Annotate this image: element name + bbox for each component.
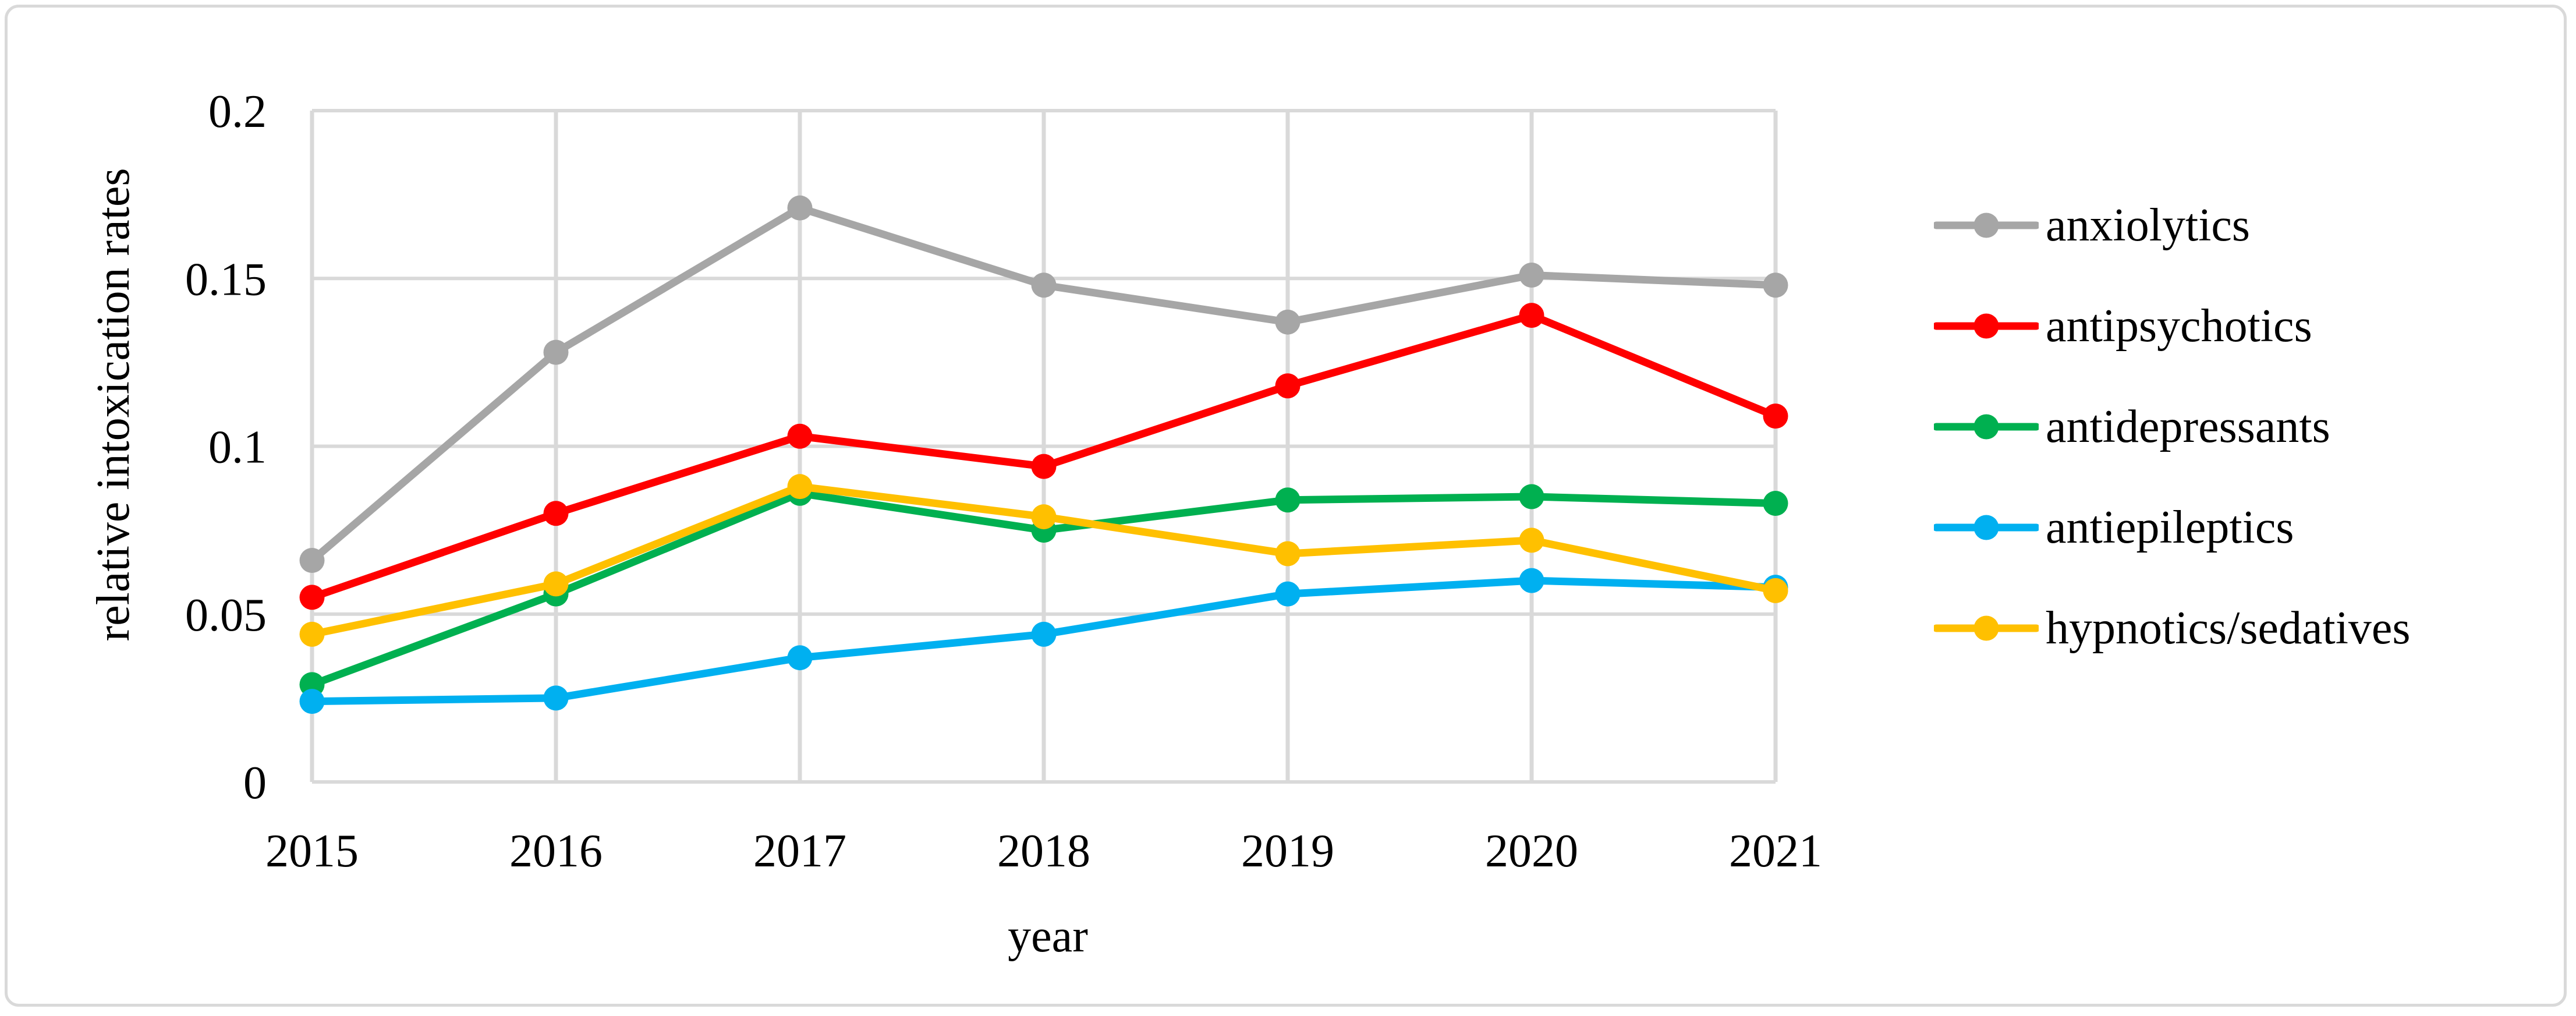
data-point-antipsychotics-2020 <box>1519 303 1544 328</box>
data-point-antipsychotics-2017 <box>787 423 813 449</box>
data-point-antipsychotics-2018 <box>1031 454 1057 479</box>
y-tick-label: 0.15 <box>185 254 267 305</box>
data-point-antipsychotics-2019 <box>1275 373 1301 399</box>
data-point-antiepileptics-2016 <box>543 685 569 711</box>
data-point-antipsychotics-2016 <box>543 501 569 526</box>
data-point-anxiolytics-2017 <box>787 195 813 221</box>
y-tick-label: 0.05 <box>185 590 267 641</box>
data-point-hypnotics-sedatives-2015 <box>299 621 325 647</box>
data-point-antiepileptics-2017 <box>787 645 813 671</box>
x-axis-title: year <box>1008 911 1088 962</box>
y-tick-label: 0.1 <box>208 422 267 473</box>
data-point-anxiolytics-2015 <box>299 548 325 574</box>
x-tick-label: 2019 <box>1241 826 1334 877</box>
data-point-hypnotics-sedatives-2019 <box>1275 541 1301 567</box>
data-point-antiepileptics-2020 <box>1519 568 1544 593</box>
data-point-antiepileptics-2019 <box>1275 581 1301 607</box>
data-point-hypnotics-sedatives-2017 <box>787 474 813 500</box>
data-point-antidepressants-2019 <box>1275 487 1301 513</box>
x-tick-label: 2018 <box>997 826 1090 877</box>
data-point-hypnotics-sedatives-2018 <box>1031 504 1057 530</box>
data-point-antiepileptics-2015 <box>299 689 325 714</box>
y-axis-title: relative intoxication rates <box>88 168 139 642</box>
data-point-anxiolytics-2018 <box>1031 272 1057 298</box>
y-tick-label: 0 <box>243 757 267 809</box>
data-point-anxiolytics-2016 <box>543 339 569 365</box>
x-tick-label: 2021 <box>1729 826 1822 877</box>
x-tick-label: 2015 <box>265 826 359 877</box>
data-point-antiepileptics-2018 <box>1031 621 1057 647</box>
data-point-antipsychotics-2021 <box>1763 403 1788 429</box>
x-tick-label: 2020 <box>1485 826 1578 877</box>
data-point-hypnotics-sedatives-2020 <box>1519 528 1544 553</box>
y-tick-label: 0.2 <box>208 86 267 137</box>
data-point-antidepressants-2020 <box>1519 484 1544 509</box>
data-point-anxiolytics-2019 <box>1275 309 1301 335</box>
data-point-anxiolytics-2020 <box>1519 262 1544 288</box>
data-point-hypnotics-sedatives-2016 <box>543 571 569 597</box>
data-point-hypnotics-sedatives-2021 <box>1763 578 1788 603</box>
x-tick-label: 2016 <box>509 826 603 877</box>
x-tick-label: 2017 <box>753 826 846 877</box>
data-point-antidepressants-2021 <box>1763 491 1788 516</box>
data-point-anxiolytics-2021 <box>1763 272 1788 298</box>
data-point-antipsychotics-2015 <box>299 585 325 610</box>
